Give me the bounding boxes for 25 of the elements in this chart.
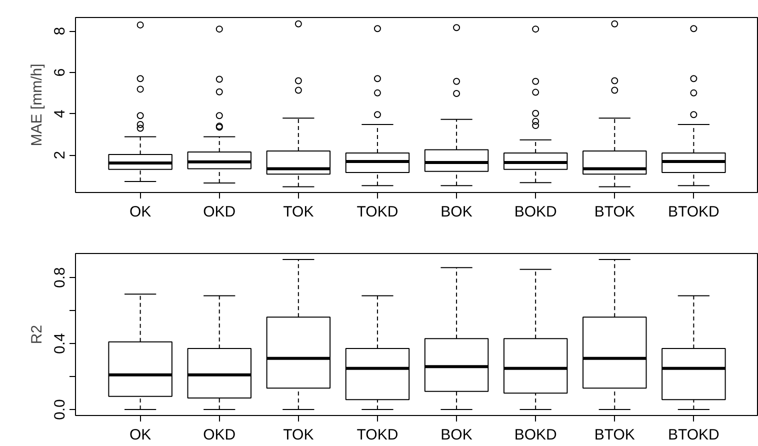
x-tick-label: TOK xyxy=(283,204,314,220)
y-axis-title: R2 xyxy=(28,324,46,344)
x-tick-label: OK xyxy=(129,204,152,220)
x-tick-label: TOKD xyxy=(356,426,398,444)
x-tick-label: BOKD xyxy=(514,426,557,444)
x-tick-label: BTOK xyxy=(594,426,635,444)
y-tick-label: 0.8 xyxy=(52,267,68,288)
x-tick-label: BTOKD xyxy=(668,426,720,444)
x-tick-label: TOK xyxy=(283,426,314,444)
x-tick-label: BOK xyxy=(440,204,472,220)
y-tick-label: 8 xyxy=(52,26,68,36)
y-axis-title: MAE [mm/h] xyxy=(28,64,46,146)
y-tick-label: 6 xyxy=(52,68,68,77)
y-tick-label: 0.0 xyxy=(52,399,68,420)
x-tick-label: BTOK xyxy=(594,204,635,220)
x-tick-label: BOK xyxy=(440,426,472,444)
y-tick-label: 2 xyxy=(52,150,68,160)
x-tick-label: OKD xyxy=(203,426,236,444)
x-tick-label: TOKD xyxy=(356,204,398,220)
x-tick-label: BOKD xyxy=(514,204,557,220)
y-tick-label: 4 xyxy=(52,110,68,118)
x-tick-label: BTOKD xyxy=(668,204,720,220)
x-tick-label: OK xyxy=(129,426,152,444)
x-tick-label: OKD xyxy=(203,204,236,220)
y-tick-label: 0.4 xyxy=(52,333,68,354)
